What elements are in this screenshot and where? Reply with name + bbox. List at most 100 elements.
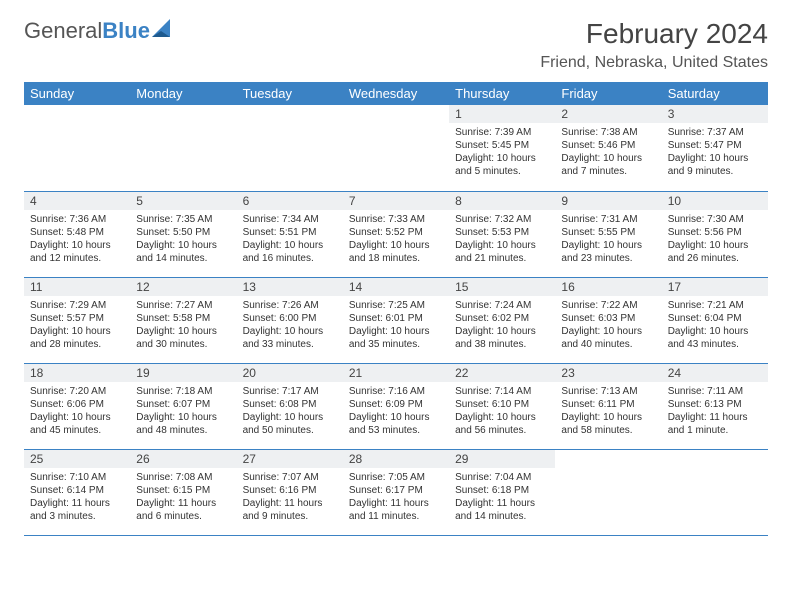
calendar-cell: 24Sunrise: 7:11 AMSunset: 6:13 PMDayligh… <box>662 363 768 449</box>
calendar-cell: 1Sunrise: 7:39 AMSunset: 5:45 PMDaylight… <box>449 105 555 191</box>
calendar-cell: 2Sunrise: 7:38 AMSunset: 5:46 PMDaylight… <box>555 105 661 191</box>
day-number: 8 <box>449 192 555 210</box>
calendar-cell: 8Sunrise: 7:32 AMSunset: 5:53 PMDaylight… <box>449 191 555 277</box>
day-info: Sunrise: 7:37 AMSunset: 5:47 PMDaylight:… <box>662 123 768 182</box>
weekday-header: Thursday <box>449 82 555 105</box>
day-info: Sunrise: 7:34 AMSunset: 5:51 PMDaylight:… <box>237 210 343 269</box>
location-text: Friend, Nebraska, United States <box>540 54 768 72</box>
calendar-week: 4Sunrise: 7:36 AMSunset: 5:48 PMDaylight… <box>24 191 768 277</box>
day-number: 6 <box>237 192 343 210</box>
day-info: Sunrise: 7:25 AMSunset: 6:01 PMDaylight:… <box>343 296 449 355</box>
title-block: February 2024 Friend, Nebraska, United S… <box>540 18 768 72</box>
logo-word2: Blue <box>102 18 150 43</box>
calendar-cell: 20Sunrise: 7:17 AMSunset: 6:08 PMDayligh… <box>237 363 343 449</box>
day-info: Sunrise: 7:36 AMSunset: 5:48 PMDaylight:… <box>24 210 130 269</box>
day-number: 21 <box>343 364 449 382</box>
calendar-table: SundayMondayTuesdayWednesdayThursdayFrid… <box>24 82 768 536</box>
day-number: 9 <box>555 192 661 210</box>
day-number: 28 <box>343 450 449 468</box>
day-info: Sunrise: 7:13 AMSunset: 6:11 PMDaylight:… <box>555 382 661 441</box>
day-info: Sunrise: 7:31 AMSunset: 5:55 PMDaylight:… <box>555 210 661 269</box>
calendar-cell: 5Sunrise: 7:35 AMSunset: 5:50 PMDaylight… <box>130 191 236 277</box>
weekday-header: Wednesday <box>343 82 449 105</box>
calendar-week: 11Sunrise: 7:29 AMSunset: 5:57 PMDayligh… <box>24 277 768 363</box>
day-number: 14 <box>343 278 449 296</box>
logo-word1: General <box>24 18 102 43</box>
day-number: 5 <box>130 192 236 210</box>
day-info: Sunrise: 7:29 AMSunset: 5:57 PMDaylight:… <box>24 296 130 355</box>
day-number: 20 <box>237 364 343 382</box>
calendar-cell: 11Sunrise: 7:29 AMSunset: 5:57 PMDayligh… <box>24 277 130 363</box>
header: GeneralBlue February 2024 Friend, Nebras… <box>24 18 768 72</box>
day-info: Sunrise: 7:30 AMSunset: 5:56 PMDaylight:… <box>662 210 768 269</box>
day-info: Sunrise: 7:26 AMSunset: 6:00 PMDaylight:… <box>237 296 343 355</box>
calendar-cell: 28Sunrise: 7:05 AMSunset: 6:17 PMDayligh… <box>343 449 449 535</box>
calendar-week: 18Sunrise: 7:20 AMSunset: 6:06 PMDayligh… <box>24 363 768 449</box>
day-info: Sunrise: 7:10 AMSunset: 6:14 PMDaylight:… <box>24 468 130 527</box>
weekday-header: Monday <box>130 82 236 105</box>
day-info: Sunrise: 7:16 AMSunset: 6:09 PMDaylight:… <box>343 382 449 441</box>
day-info: Sunrise: 7:05 AMSunset: 6:17 PMDaylight:… <box>343 468 449 527</box>
calendar-cell: 10Sunrise: 7:30 AMSunset: 5:56 PMDayligh… <box>662 191 768 277</box>
day-info: Sunrise: 7:24 AMSunset: 6:02 PMDaylight:… <box>449 296 555 355</box>
calendar-cell: 23Sunrise: 7:13 AMSunset: 6:11 PMDayligh… <box>555 363 661 449</box>
page-title: February 2024 <box>540 18 768 50</box>
day-info: Sunrise: 7:20 AMSunset: 6:06 PMDaylight:… <box>24 382 130 441</box>
calendar-cell: 14Sunrise: 7:25 AMSunset: 6:01 PMDayligh… <box>343 277 449 363</box>
calendar-cell: 7Sunrise: 7:33 AMSunset: 5:52 PMDaylight… <box>343 191 449 277</box>
day-number: 3 <box>662 105 768 123</box>
day-info: Sunrise: 7:11 AMSunset: 6:13 PMDaylight:… <box>662 382 768 441</box>
day-number: 1 <box>449 105 555 123</box>
calendar-cell <box>237 105 343 191</box>
day-info: Sunrise: 7:21 AMSunset: 6:04 PMDaylight:… <box>662 296 768 355</box>
day-number: 4 <box>24 192 130 210</box>
day-info: Sunrise: 7:04 AMSunset: 6:18 PMDaylight:… <box>449 468 555 527</box>
day-info: Sunrise: 7:38 AMSunset: 5:46 PMDaylight:… <box>555 123 661 182</box>
calendar-cell: 29Sunrise: 7:04 AMSunset: 6:18 PMDayligh… <box>449 449 555 535</box>
day-info: Sunrise: 7:33 AMSunset: 5:52 PMDaylight:… <box>343 210 449 269</box>
calendar-cell: 15Sunrise: 7:24 AMSunset: 6:02 PMDayligh… <box>449 277 555 363</box>
day-number: 13 <box>237 278 343 296</box>
calendar-cell <box>555 449 661 535</box>
weekday-header: Friday <box>555 82 661 105</box>
calendar-cell: 3Sunrise: 7:37 AMSunset: 5:47 PMDaylight… <box>662 105 768 191</box>
day-number: 2 <box>555 105 661 123</box>
logo: GeneralBlue <box>24 18 174 44</box>
day-number: 16 <box>555 278 661 296</box>
day-info: Sunrise: 7:39 AMSunset: 5:45 PMDaylight:… <box>449 123 555 182</box>
day-info: Sunrise: 7:18 AMSunset: 6:07 PMDaylight:… <box>130 382 236 441</box>
day-number: 27 <box>237 450 343 468</box>
calendar-cell: 18Sunrise: 7:20 AMSunset: 6:06 PMDayligh… <box>24 363 130 449</box>
day-info: Sunrise: 7:35 AMSunset: 5:50 PMDaylight:… <box>130 210 236 269</box>
day-number: 10 <box>662 192 768 210</box>
day-info: Sunrise: 7:32 AMSunset: 5:53 PMDaylight:… <box>449 210 555 269</box>
weekday-header: Tuesday <box>237 82 343 105</box>
logo-text: GeneralBlue <box>24 18 150 44</box>
calendar-cell: 25Sunrise: 7:10 AMSunset: 6:14 PMDayligh… <box>24 449 130 535</box>
day-info: Sunrise: 7:14 AMSunset: 6:10 PMDaylight:… <box>449 382 555 441</box>
calendar-cell: 6Sunrise: 7:34 AMSunset: 5:51 PMDaylight… <box>237 191 343 277</box>
day-number: 19 <box>130 364 236 382</box>
day-number: 18 <box>24 364 130 382</box>
calendar-cell: 22Sunrise: 7:14 AMSunset: 6:10 PMDayligh… <box>449 363 555 449</box>
calendar-week: 1Sunrise: 7:39 AMSunset: 5:45 PMDaylight… <box>24 105 768 191</box>
calendar-cell <box>343 105 449 191</box>
calendar-cell: 13Sunrise: 7:26 AMSunset: 6:00 PMDayligh… <box>237 277 343 363</box>
day-info: Sunrise: 7:08 AMSunset: 6:15 PMDaylight:… <box>130 468 236 527</box>
day-number: 26 <box>130 450 236 468</box>
weekday-header: Sunday <box>24 82 130 105</box>
calendar-cell: 4Sunrise: 7:36 AMSunset: 5:48 PMDaylight… <box>24 191 130 277</box>
day-number: 15 <box>449 278 555 296</box>
calendar-cell: 19Sunrise: 7:18 AMSunset: 6:07 PMDayligh… <box>130 363 236 449</box>
calendar-cell: 17Sunrise: 7:21 AMSunset: 6:04 PMDayligh… <box>662 277 768 363</box>
calendar-week: 25Sunrise: 7:10 AMSunset: 6:14 PMDayligh… <box>24 449 768 535</box>
day-number: 12 <box>130 278 236 296</box>
day-info: Sunrise: 7:27 AMSunset: 5:58 PMDaylight:… <box>130 296 236 355</box>
day-info: Sunrise: 7:17 AMSunset: 6:08 PMDaylight:… <box>237 382 343 441</box>
calendar-cell <box>24 105 130 191</box>
calendar-body: 1Sunrise: 7:39 AMSunset: 5:45 PMDaylight… <box>24 105 768 535</box>
day-number: 22 <box>449 364 555 382</box>
calendar-cell: 9Sunrise: 7:31 AMSunset: 5:55 PMDaylight… <box>555 191 661 277</box>
calendar-cell: 12Sunrise: 7:27 AMSunset: 5:58 PMDayligh… <box>130 277 236 363</box>
day-info: Sunrise: 7:07 AMSunset: 6:16 PMDaylight:… <box>237 468 343 527</box>
